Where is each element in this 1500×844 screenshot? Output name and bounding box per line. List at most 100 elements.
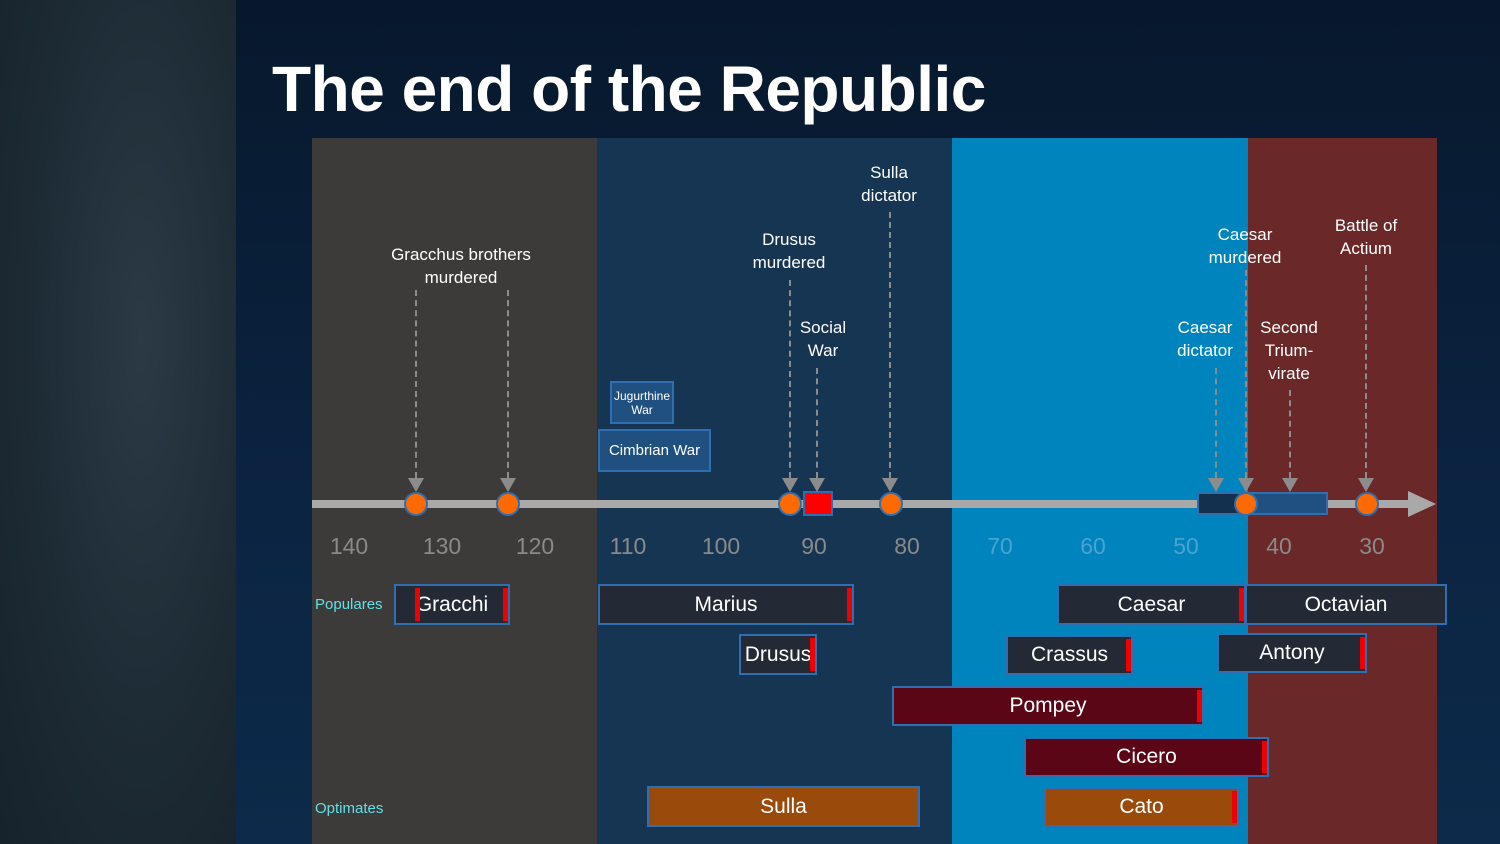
bar-crassus: Crassus	[1006, 635, 1133, 675]
era-panel-second-triumvirate	[1248, 138, 1437, 844]
bar-label: Cicero	[1116, 745, 1177, 768]
tick-label: 50	[1173, 533, 1199, 559]
arrow-down-icon	[882, 478, 898, 492]
death-marker	[1232, 791, 1237, 823]
bar-octavian: Octavian	[1245, 584, 1447, 625]
label-line: Sulla	[870, 163, 908, 182]
death-marker	[1262, 741, 1267, 773]
social-war-marker	[803, 491, 833, 516]
label-line: virate	[1268, 364, 1310, 383]
bar-pompey: Pompey	[892, 686, 1204, 726]
bar-cicero: Cicero	[1024, 737, 1269, 777]
bar-antony: Antony	[1217, 633, 1367, 673]
bar-gracchi: Gracchi	[394, 584, 510, 625]
timeline-axis	[312, 500, 1412, 508]
label-line: Battle of	[1334, 216, 1398, 235]
label-line: dictator	[1177, 341, 1233, 360]
label-line: War	[807, 341, 839, 360]
arrow-down-icon	[782, 478, 798, 492]
bar-drusus: Drusus	[739, 634, 817, 675]
bar-cato: Cato	[1044, 787, 1239, 827]
populares-label: Populares	[315, 596, 383, 613]
event-marker	[778, 492, 802, 516]
bar-sulla: Sulla	[647, 786, 920, 827]
death-marker	[503, 588, 508, 621]
event-label-actium: Battle of Actium	[1335, 214, 1397, 260]
death-marker	[847, 588, 852, 621]
arrow-down-icon	[500, 478, 516, 492]
bar-label: Sulla	[760, 794, 807, 818]
arrow-down-icon	[1358, 478, 1374, 492]
death-marker	[1360, 637, 1365, 669]
pointer-line	[889, 212, 891, 478]
event-label-sulla-dictator: Sulla dictator	[861, 161, 917, 207]
timeline-arrow-icon	[1408, 491, 1436, 517]
event-label-drusus-murdered: Drusus murdered	[753, 228, 826, 274]
label-line: murdered	[1208, 248, 1282, 267]
tick-label: 140	[329, 533, 369, 559]
bar-label: Marius	[694, 592, 758, 616]
tick-label: 90	[801, 533, 827, 559]
label-line: Caesar	[1217, 225, 1273, 244]
arrow-down-icon	[1238, 478, 1254, 492]
tick-label: 60	[1080, 533, 1106, 559]
death-marker	[810, 638, 815, 671]
arrow-down-icon	[408, 478, 424, 492]
label-line: War	[631, 402, 653, 417]
death-marker	[1197, 690, 1202, 722]
pointer-line	[1365, 265, 1367, 478]
era-panel-gracchi	[312, 138, 597, 844]
event-label-second-triumvirate: Second Trium-virate	[1260, 316, 1318, 385]
tick-label: 70	[987, 533, 1013, 559]
label-line: Drusus	[762, 230, 816, 249]
event-marker	[496, 492, 520, 516]
event-label-caesar-dictator: Caesar dictator	[1177, 316, 1233, 362]
bar-label: Pompey	[1009, 694, 1087, 717]
tick-label: 80	[894, 533, 920, 559]
bar-label: Gracchi	[415, 592, 489, 616]
label-line: Jugurthine	[613, 388, 671, 403]
arrow-down-icon	[809, 478, 825, 492]
bar-caesar: Caesar	[1057, 584, 1246, 625]
label-line: Social	[799, 318, 847, 337]
event-marker	[404, 492, 428, 516]
pointer-line	[1245, 270, 1247, 478]
label-line: Gracchus brothers	[391, 245, 531, 264]
second-triumvirate-span	[1246, 492, 1328, 515]
tick-label: 110	[609, 533, 647, 559]
era-panel-first-triumvirate	[952, 138, 1248, 844]
event-label-gracchus: Gracchus brothers murdered	[391, 243, 531, 289]
jugurthine-war-box: Jugurthine War	[610, 381, 674, 424]
bar-label: Drusus	[744, 642, 812, 666]
bar-label: Octavian	[1304, 592, 1388, 616]
tick-label: 100	[701, 533, 741, 559]
bar-label: Crassus	[1030, 643, 1109, 666]
event-marker	[1355, 492, 1379, 516]
slide-title: The end of the Republic	[272, 53, 986, 125]
label-line: Actium	[1340, 239, 1392, 258]
label-line: Second	[1260, 318, 1318, 337]
pointer-line	[507, 290, 509, 478]
death-marker	[1239, 588, 1244, 621]
label-line: murdered	[752, 253, 826, 272]
label-line: murdered	[424, 268, 498, 287]
arrow-down-icon	[1282, 478, 1298, 492]
bar-label: Antony	[1259, 641, 1325, 664]
pointer-line	[415, 290, 417, 478]
bar-label: Caesar	[1117, 592, 1186, 616]
bar-marius: Marius	[598, 584, 854, 625]
event-label-social-war: Social War	[800, 316, 846, 362]
event-marker	[879, 492, 903, 516]
optimates-label: Optimates	[315, 800, 384, 817]
death-marker	[1126, 639, 1131, 671]
event-marker	[1234, 492, 1258, 516]
pointer-line	[789, 280, 791, 478]
tick-label: 120	[515, 533, 555, 559]
death-marker	[415, 588, 420, 621]
label-line: Trium-	[1264, 341, 1314, 360]
label-line: dictator	[861, 186, 917, 205]
bar-label: Cato	[1119, 795, 1164, 818]
tick-label: 40	[1266, 533, 1292, 559]
pointer-line	[1289, 390, 1291, 478]
tick-label: 130	[422, 533, 462, 559]
